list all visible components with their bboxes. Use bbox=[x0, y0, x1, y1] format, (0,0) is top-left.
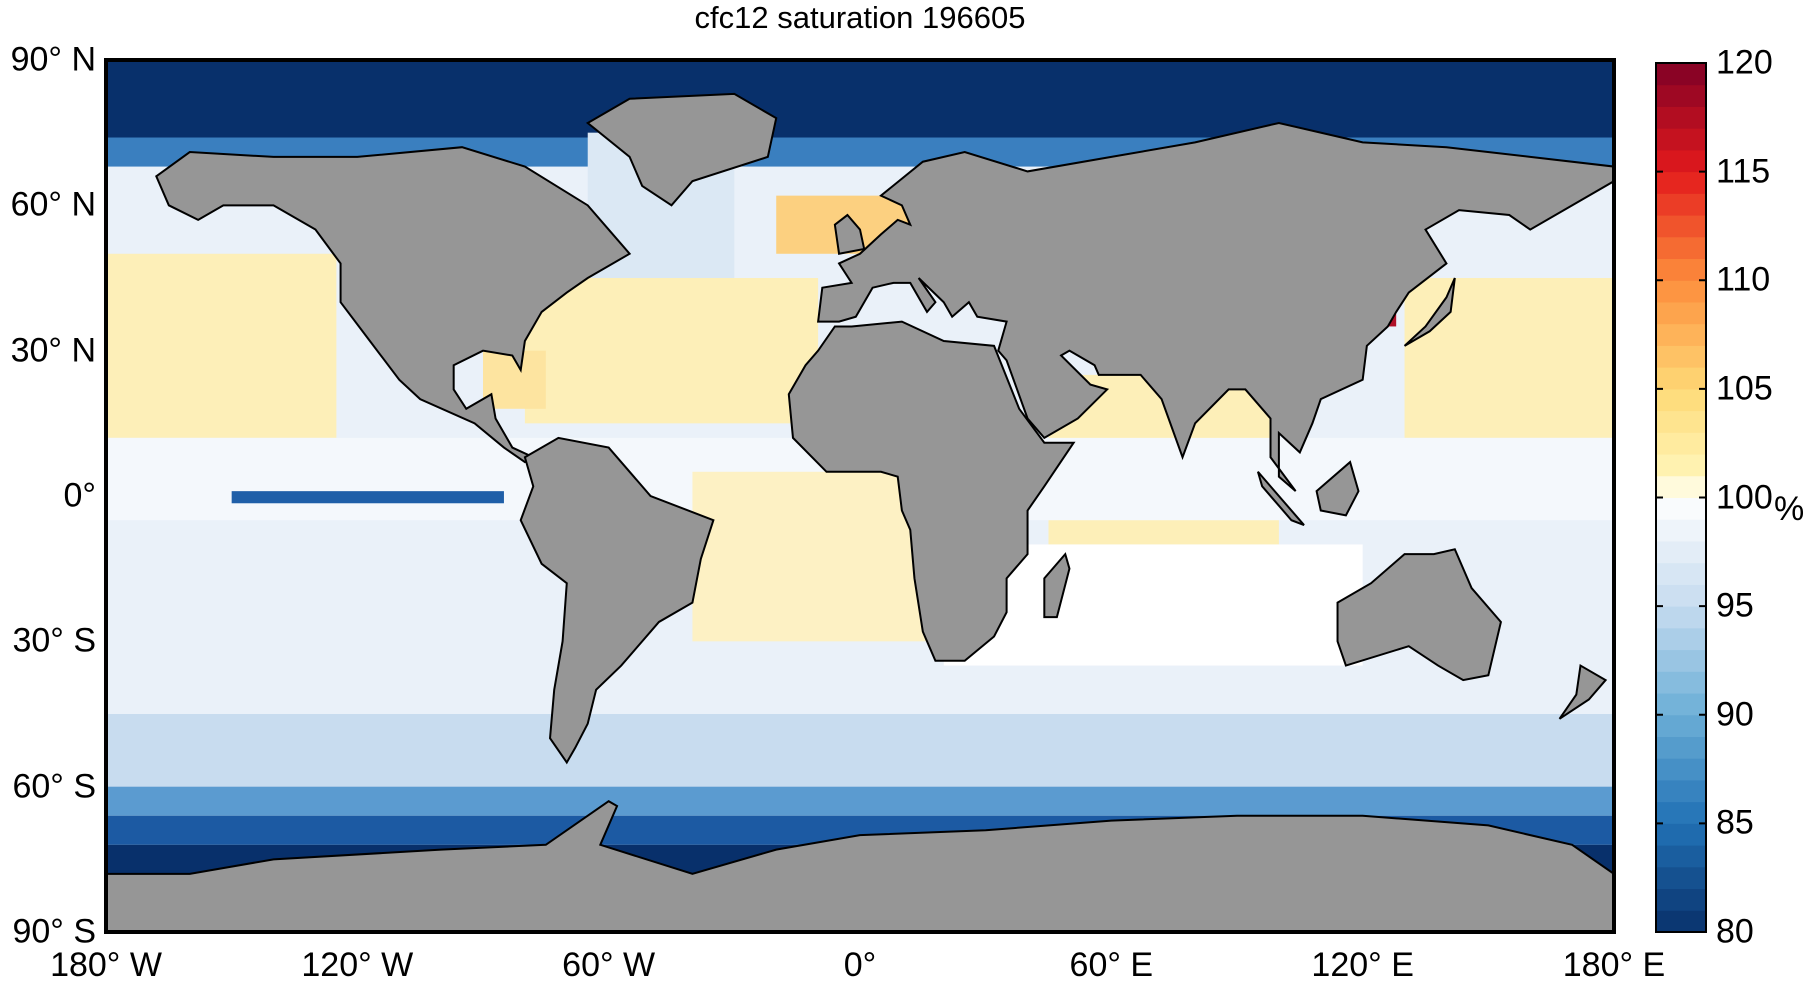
colorbar-segment bbox=[1656, 193, 1706, 216]
colorbar-tick-label: 85 bbox=[1716, 803, 1754, 842]
colorbar-unit: % bbox=[1774, 490, 1805, 528]
colorbar-segment bbox=[1656, 693, 1706, 716]
colorbar-segment bbox=[1656, 497, 1706, 520]
lon-tick-label: 60° E bbox=[1069, 946, 1154, 984]
colorbar-segment bbox=[1656, 301, 1706, 325]
ocean-field bbox=[106, 714, 1614, 787]
lat-tick-label: 60° S bbox=[12, 767, 96, 806]
colorbar-segment bbox=[1656, 910, 1706, 933]
lon-tick-label: 120° W bbox=[301, 946, 414, 984]
landmass-eurasia bbox=[816, 121, 1615, 492]
colorbar-segment bbox=[1656, 454, 1706, 477]
colorbar-segment bbox=[1656, 388, 1706, 412]
landmass-borneo bbox=[1315, 460, 1360, 517]
lat-tick-label: 30° N bbox=[10, 331, 96, 370]
lat-tick-label: 90° S bbox=[12, 912, 96, 951]
colorbar-segment bbox=[1656, 866, 1706, 890]
ocean-field bbox=[106, 60, 1614, 143]
ocean-field bbox=[106, 786, 1614, 816]
landmass-madagascar bbox=[1043, 552, 1071, 619]
colorbar-segment bbox=[1656, 606, 1706, 629]
lat-tick-label: 30° S bbox=[12, 621, 96, 660]
lat-tick-label: 0° bbox=[63, 476, 96, 515]
colorbar-tick-label: 115 bbox=[1716, 152, 1771, 191]
colorbar-segment bbox=[1656, 475, 1706, 498]
colorbar-tick-label: 110 bbox=[1716, 260, 1771, 299]
ocean-field bbox=[1404, 278, 1614, 438]
colorbar-segment bbox=[1656, 345, 1706, 368]
colorbar-segment bbox=[1656, 258, 1706, 281]
colorbar-segment bbox=[1656, 584, 1706, 607]
landmass-africa bbox=[787, 320, 1076, 662]
landmass-japan bbox=[1403, 277, 1456, 347]
colorbar-segment bbox=[1656, 801, 1706, 824]
colorbar-segment bbox=[1656, 410, 1706, 433]
ocean-field bbox=[231, 491, 504, 504]
colorbar-tick-label: 90 bbox=[1716, 695, 1754, 734]
colorbar-segment bbox=[1656, 63, 1706, 86]
ocean-field bbox=[106, 253, 337, 438]
lon-tick-label: 0° bbox=[843, 946, 877, 984]
map-title: cfc12 saturation 196605 bbox=[694, 0, 1026, 35]
colorbar-segment bbox=[1656, 236, 1706, 260]
ocean-field bbox=[524, 278, 819, 424]
colorbar-segment bbox=[1656, 758, 1706, 781]
colorbar-segment bbox=[1656, 627, 1706, 651]
lat-tick-label: 60° N bbox=[10, 185, 96, 224]
colorbar-segment bbox=[1656, 714, 1706, 737]
landmass-greenland bbox=[585, 92, 778, 207]
colorbar-tick-label: 105 bbox=[1716, 369, 1773, 408]
landmass-new-zealand bbox=[1558, 663, 1608, 720]
landmass-great-britain bbox=[833, 213, 866, 255]
colorbar-segment bbox=[1656, 671, 1706, 694]
landmass-antarctica bbox=[105, 800, 1615, 933]
colorbar-segment bbox=[1656, 562, 1706, 585]
colorbar-segment bbox=[1656, 84, 1706, 107]
colorbar-segment bbox=[1656, 649, 1706, 672]
landmass-australia bbox=[1336, 548, 1502, 682]
colorbar-segment bbox=[1656, 519, 1706, 542]
colorbar-segment bbox=[1656, 779, 1706, 803]
colorbar-segment bbox=[1656, 888, 1706, 911]
colorbar-segment bbox=[1656, 845, 1706, 868]
colorbar-segment bbox=[1656, 106, 1706, 129]
landmass-south-america bbox=[519, 436, 715, 765]
colorbar-segment bbox=[1656, 540, 1706, 564]
colorbar-segment bbox=[1656, 149, 1706, 173]
colorbar-segment bbox=[1656, 215, 1706, 238]
colorbar-segment bbox=[1656, 432, 1706, 455]
landmass-sumatra bbox=[1256, 471, 1305, 526]
lon-tick-label: 180° W bbox=[50, 946, 162, 984]
colorbar-segment bbox=[1656, 736, 1706, 759]
colorbar-tick-label: 100 bbox=[1716, 478, 1773, 516]
colorbar-segment bbox=[1656, 823, 1706, 846]
colorbar-tick-label: 95 bbox=[1716, 586, 1754, 625]
colorbar-tick-label: 120 bbox=[1716, 43, 1773, 82]
colorbar-segment bbox=[1656, 323, 1706, 346]
colorbar-segment bbox=[1656, 367, 1706, 390]
lat-tick-label: 90° N bbox=[10, 40, 96, 79]
lon-tick-label: 180° E bbox=[1562, 946, 1666, 984]
lon-tick-label: 60° W bbox=[562, 946, 656, 984]
lon-tick-label: 120° E bbox=[1311, 946, 1414, 984]
map-frame bbox=[104, 58, 1616, 934]
landmass-north-america bbox=[155, 146, 632, 464]
colorbar-segment bbox=[1656, 280, 1706, 303]
colorbar-tick-label: 80 bbox=[1716, 912, 1754, 951]
colorbar-segment bbox=[1656, 128, 1706, 151]
colorbar-segment bbox=[1656, 171, 1706, 194]
